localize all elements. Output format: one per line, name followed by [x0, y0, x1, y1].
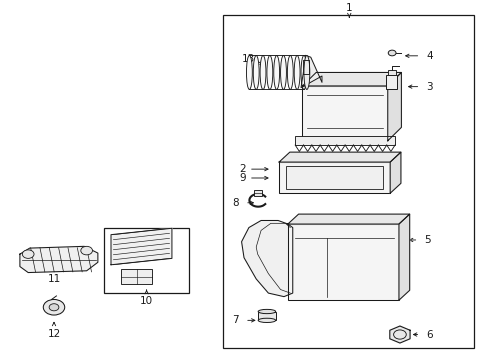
Ellipse shape [258, 318, 276, 323]
Polygon shape [390, 152, 401, 193]
Ellipse shape [288, 55, 293, 89]
Polygon shape [279, 152, 401, 162]
Polygon shape [388, 72, 401, 141]
Circle shape [23, 250, 34, 258]
Ellipse shape [274, 55, 280, 89]
Ellipse shape [304, 55, 310, 89]
Ellipse shape [267, 55, 273, 89]
Text: 10: 10 [140, 296, 153, 306]
Polygon shape [20, 246, 98, 273]
Ellipse shape [301, 55, 307, 89]
Polygon shape [242, 220, 293, 297]
Ellipse shape [281, 55, 287, 89]
Text: 8: 8 [233, 198, 239, 208]
Bar [121, 269, 152, 284]
Ellipse shape [260, 55, 266, 89]
Text: 9: 9 [239, 173, 246, 183]
Text: 2: 2 [239, 164, 246, 174]
Polygon shape [399, 214, 410, 300]
Text: 5: 5 [424, 235, 431, 245]
Text: 11: 11 [48, 274, 61, 284]
Ellipse shape [246, 55, 252, 89]
Ellipse shape [253, 55, 259, 89]
Polygon shape [303, 60, 309, 74]
Bar [279, 162, 390, 193]
Bar [295, 136, 395, 145]
Text: 1: 1 [346, 3, 353, 13]
Polygon shape [302, 72, 401, 86]
Circle shape [43, 300, 65, 315]
Bar [254, 190, 262, 196]
Circle shape [81, 246, 93, 255]
Text: 12: 12 [48, 329, 61, 338]
Text: 7: 7 [233, 315, 239, 325]
Circle shape [388, 50, 396, 56]
Bar [104, 228, 189, 293]
Polygon shape [390, 326, 410, 343]
Bar [388, 70, 395, 75]
Ellipse shape [258, 309, 276, 314]
Bar [288, 224, 399, 300]
Text: 3: 3 [426, 82, 433, 92]
Circle shape [49, 304, 59, 311]
Bar [302, 86, 388, 141]
Text: 4: 4 [426, 51, 433, 61]
Polygon shape [111, 228, 172, 265]
Polygon shape [288, 214, 410, 224]
Bar [223, 15, 474, 348]
Text: 6: 6 [426, 329, 433, 339]
Ellipse shape [294, 55, 300, 89]
Polygon shape [301, 55, 322, 88]
Bar [286, 166, 383, 189]
Text: 13: 13 [242, 54, 255, 64]
Bar [258, 311, 276, 320]
Bar [386, 75, 397, 89]
